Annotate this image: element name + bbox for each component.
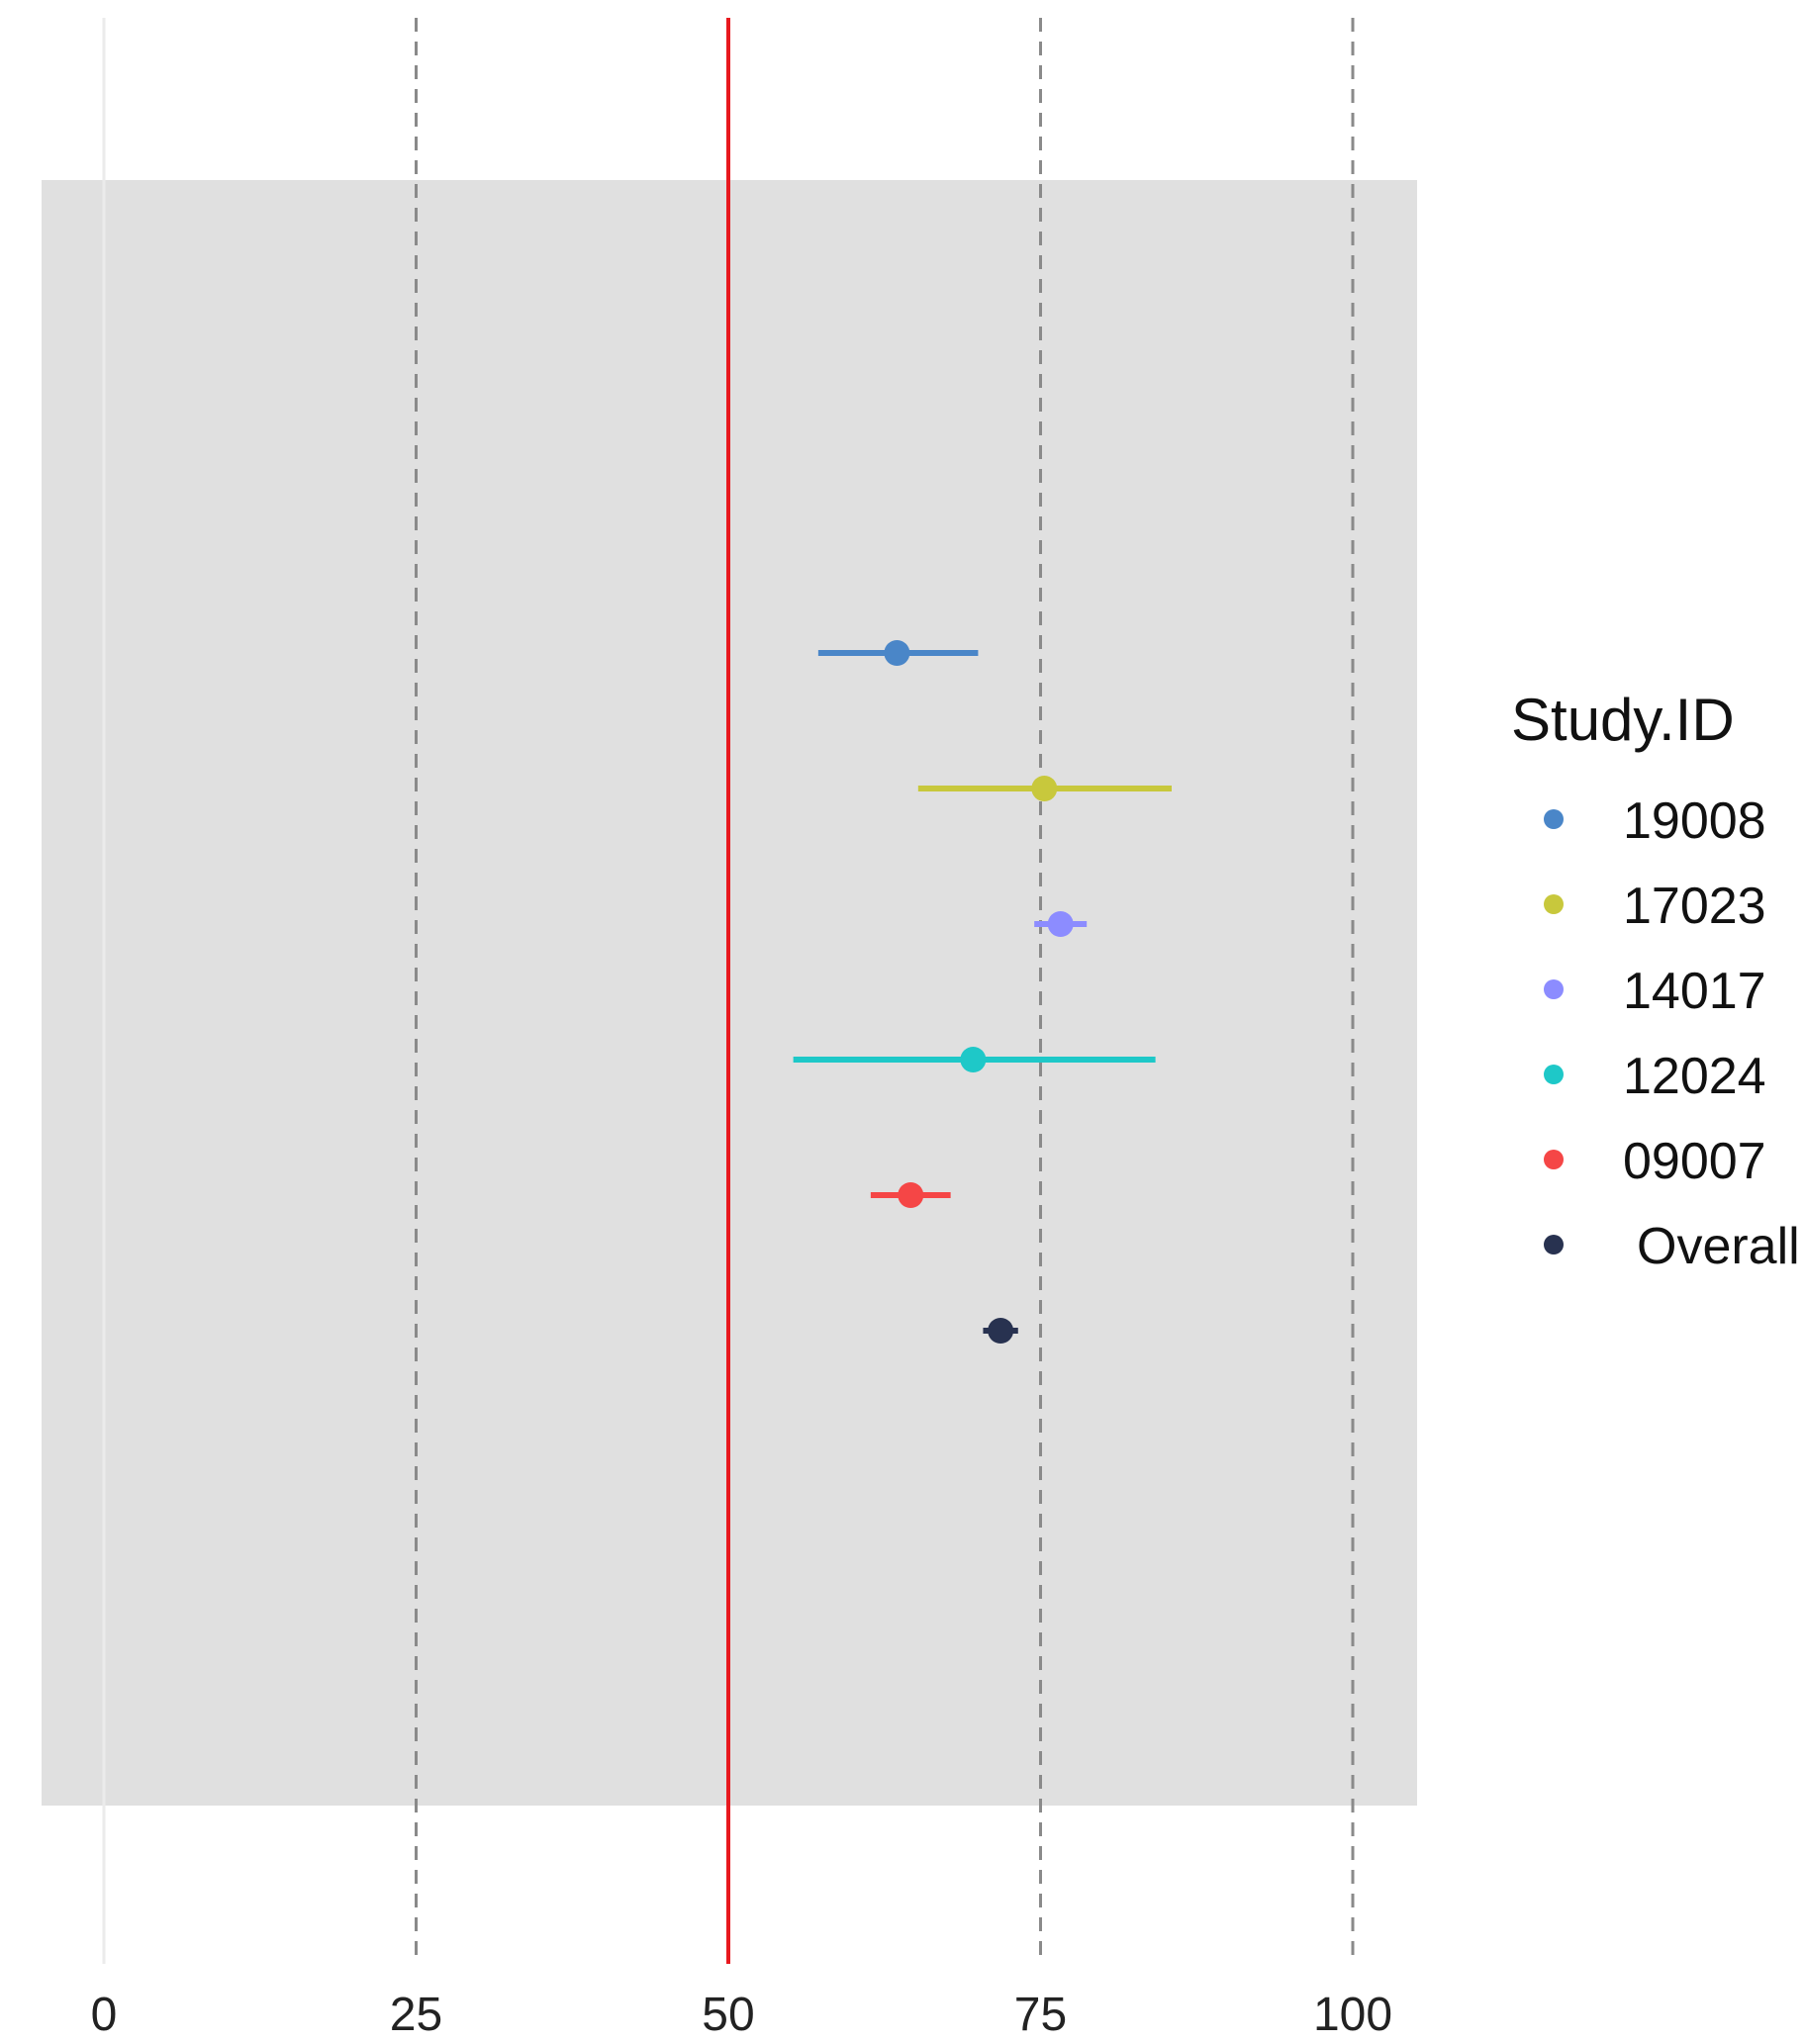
legend-key-17023 bbox=[1544, 894, 1564, 914]
x-tick-label-50: 50 bbox=[702, 1989, 754, 2041]
x-tick-label-0: 0 bbox=[91, 1989, 118, 2041]
legend-key-12024 bbox=[1544, 1065, 1564, 1084]
legend-label-17023: 17023 bbox=[1623, 878, 1766, 935]
x-tick-label-25: 25 bbox=[390, 1989, 442, 2041]
point-estimate-overall bbox=[988, 1318, 1014, 1344]
mark-layer bbox=[726, 18, 1173, 1964]
point-estimate-14017 bbox=[1047, 911, 1074, 937]
legend-key-19008 bbox=[1544, 809, 1564, 829]
point-estimate-19008 bbox=[884, 640, 910, 666]
legend-key-09007 bbox=[1544, 1150, 1564, 1169]
x-axis-ticks: 0 25 50 75 100 bbox=[91, 1989, 1392, 2041]
x-tick-label-100: 100 bbox=[1313, 1989, 1392, 2041]
legend-label-09007: 09007 bbox=[1623, 1133, 1766, 1190]
legend-key-overall bbox=[1544, 1235, 1564, 1254]
legend-label-14017: 14017 bbox=[1623, 963, 1766, 1020]
point-estimate-17023 bbox=[1031, 776, 1058, 801]
point-estimate-12024 bbox=[960, 1047, 987, 1072]
legend-label-12024: 12024 bbox=[1623, 1048, 1766, 1105]
legend: Study.ID 19008 17023 14017 12024 09007 Overal… bbox=[1511, 687, 1800, 1275]
legend-key-14017 bbox=[1544, 979, 1564, 999]
legend-title: Study.ID bbox=[1511, 687, 1735, 753]
point-estimate-09007 bbox=[898, 1182, 924, 1208]
legend-label-19008: 19008 bbox=[1623, 792, 1766, 850]
x-tick-label-75: 75 bbox=[1014, 1989, 1067, 2041]
legend-label-overall: Overall bbox=[1637, 1218, 1800, 1275]
